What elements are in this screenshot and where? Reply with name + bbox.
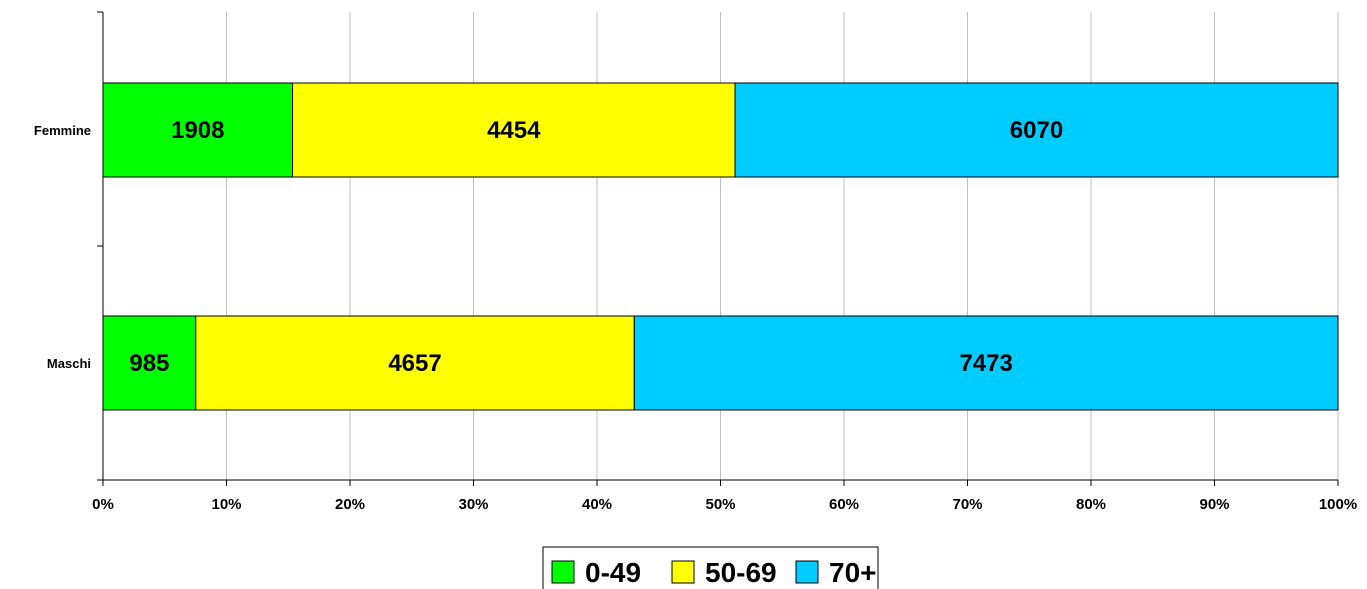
bar-segment: [102, 315, 197, 411]
x-tick-label: 10%: [211, 496, 241, 513]
bars: 1908 4454 6070 985 4657 7473: [102, 82, 1339, 411]
bar-segment: [292, 82, 736, 178]
bar-segment: [102, 82, 294, 178]
legend-swatch: [795, 560, 819, 584]
bar-segment: [734, 82, 1339, 178]
data-label: 985: [129, 350, 169, 377]
x-tick-label: 80%: [1076, 496, 1106, 513]
x-tick-label: 70%: [952, 496, 982, 513]
x-tick-label: 20%: [335, 496, 365, 513]
data-label: 4454: [487, 117, 541, 144]
category-label: Maschi: [47, 356, 91, 371]
legend-swatch: [551, 560, 575, 584]
legend: 0-49 50-69 70+: [542, 546, 879, 589]
x-tick-label: 30%: [458, 496, 488, 513]
legend-box: [542, 546, 879, 589]
x-tick-label: 90%: [1199, 496, 1229, 513]
x-tick-label: 50%: [705, 496, 735, 513]
legend-label: 70+: [829, 557, 877, 588]
data-label: 4657: [388, 350, 441, 377]
legend-label: 0-49: [585, 557, 641, 588]
x-tick-label: 0%: [92, 496, 114, 513]
x-tick-label: 40%: [582, 496, 612, 513]
bar-segment: [633, 315, 1339, 411]
bar-segment: [195, 315, 635, 411]
x-tick-label: 100%: [1319, 496, 1357, 513]
legend-swatch: [671, 560, 695, 584]
data-label: 7473: [959, 350, 1012, 377]
x-tick-label: 60%: [829, 496, 859, 513]
data-label: 6070: [1010, 117, 1063, 144]
data-label: 1908: [171, 117, 224, 144]
category-label: Femmine: [34, 123, 91, 138]
legend-label: 50-69: [705, 557, 777, 588]
axes: 0% 10% 20% 30% 40% 50% 60% 70% 80% 90% 100% Femmine…: [34, 11, 1357, 513]
